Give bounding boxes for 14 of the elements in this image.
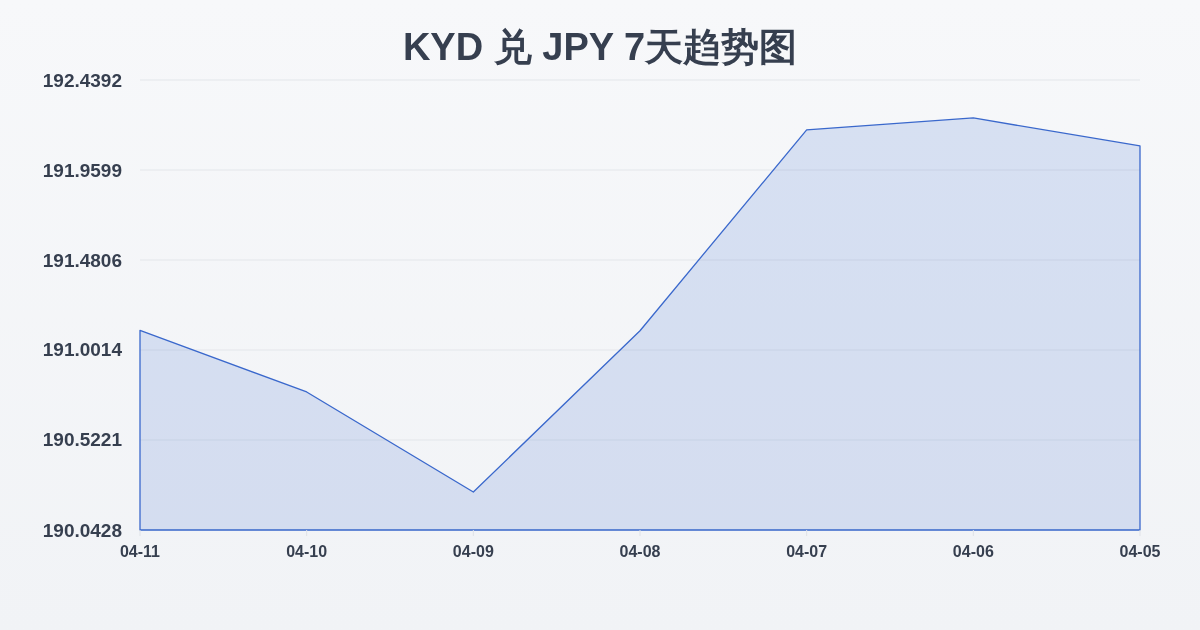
x-tick-label: 04-11 — [119, 543, 161, 560]
x-tick-label: 04-09 — [452, 543, 494, 560]
y-tick-label: 190.0428 — [42, 519, 122, 541]
y-tick-label: 190.5221 — [42, 429, 123, 451]
title: KYD 兑 JPY 7天趋势图 — [402, 26, 798, 68]
y-tick-label: 192.4392 — [42, 69, 122, 91]
y-tick-label: 191.9599 — [42, 159, 122, 181]
x-tick-label: 04-10 — [286, 543, 328, 560]
y-tick-label: 191.4806 — [42, 249, 122, 271]
x-tick-label: 04-05 — [1119, 543, 1161, 560]
y-tick-label: 191.0014 — [42, 339, 123, 361]
x-tick-label: 04-07 — [786, 543, 828, 560]
x-tick-label: 04-08 — [619, 543, 661, 560]
x-tick-label: 04-06 — [952, 543, 994, 560]
